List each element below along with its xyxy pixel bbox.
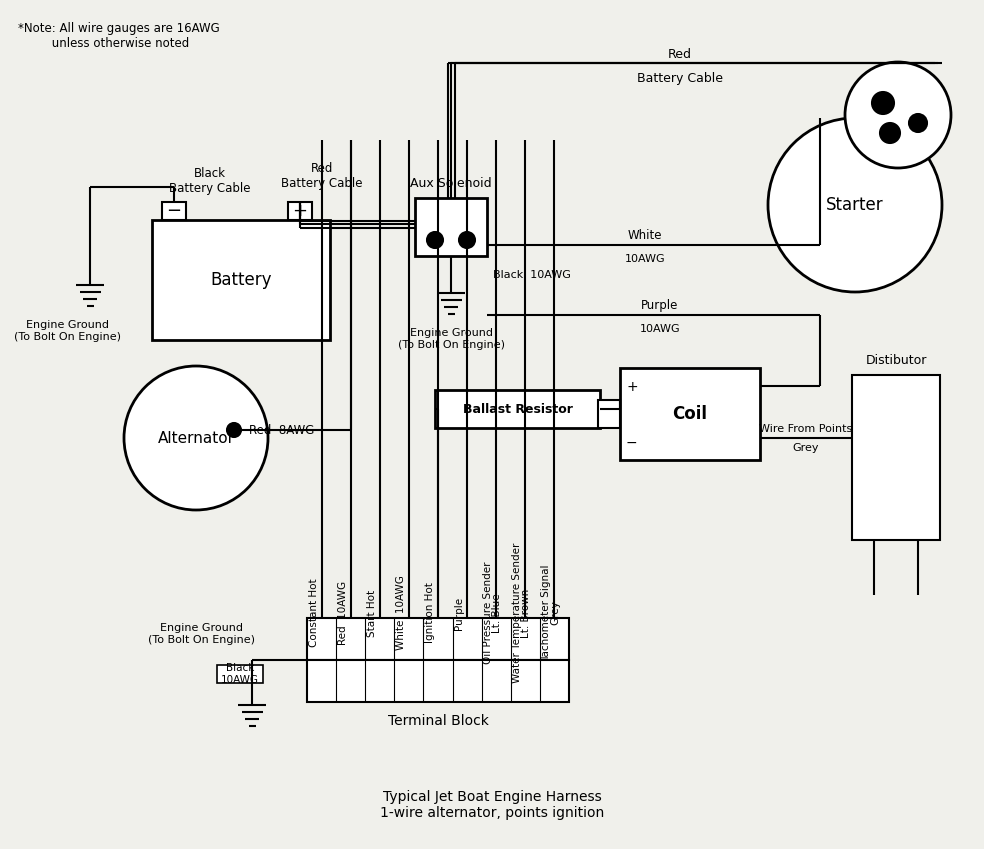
Text: Tachometer Signal: Tachometer Signal [541, 565, 551, 661]
Bar [152, 220, 330, 340]
Bar [415, 198, 487, 256]
Bar [162, 202, 186, 220]
Bar [288, 202, 312, 220]
Circle shape [427, 232, 443, 248]
Text: Ignition Hot: Ignition Hot [425, 582, 435, 644]
Text: Red: Red [668, 48, 692, 61]
Text: 10AWG: 10AWG [625, 254, 665, 264]
Bar [598, 400, 620, 428]
Text: Oil Pressure Sender: Oil Pressure Sender [483, 562, 493, 664]
Text: Black
Battery Cable: Black Battery Cable [169, 167, 251, 195]
Text: +: + [292, 202, 308, 220]
Text: Engine Ground
(To Bolt On Engine): Engine Ground (To Bolt On Engine) [149, 623, 256, 645]
Text: Black  10AWG: Black 10AWG [493, 270, 571, 280]
Bar [307, 618, 569, 660]
Text: −: − [626, 436, 638, 450]
Circle shape [459, 232, 475, 248]
Text: Red  10AWG: Red 10AWG [338, 581, 347, 645]
Text: 10AWG: 10AWG [640, 324, 680, 334]
Text: White: White [628, 229, 662, 242]
Text: −: − [166, 202, 182, 220]
Text: Engine Ground
(To Bolt On Engine): Engine Ground (To Bolt On Engine) [398, 328, 505, 350]
Circle shape [768, 118, 942, 292]
Text: Water Temperature Sender: Water Temperature Sender [513, 543, 523, 683]
Text: Red  8AWG: Red 8AWG [249, 424, 314, 436]
Text: Start Hot: Start Hot [367, 589, 377, 637]
Text: Battery Cable: Battery Cable [637, 72, 723, 85]
Text: Lt. Blue: Lt. Blue [492, 593, 502, 633]
Text: Aux Solenoid: Aux Solenoid [410, 177, 492, 190]
Bar [435, 390, 600, 428]
Text: White  10AWG: White 10AWG [396, 576, 405, 650]
Text: Grey: Grey [550, 600, 561, 626]
Text: +: + [626, 380, 638, 394]
Circle shape [872, 92, 894, 114]
Text: Starter: Starter [827, 196, 884, 214]
Bar [620, 368, 760, 460]
Text: Grey: Grey [793, 443, 820, 453]
Text: Coil: Coil [672, 405, 707, 423]
Circle shape [227, 423, 241, 437]
Bar [852, 375, 940, 540]
Text: Wire From Points: Wire From Points [760, 424, 852, 434]
Text: Distibutor: Distibutor [865, 354, 927, 367]
Circle shape [124, 366, 268, 510]
Circle shape [880, 123, 900, 143]
Text: Lt. Brown: Lt. Brown [522, 588, 531, 638]
Text: Alternator: Alternator [157, 430, 234, 446]
Text: *Note: All wire gauges are 16AWG: *Note: All wire gauges are 16AWG [18, 22, 219, 35]
Text: Terminal Block: Terminal Block [388, 714, 488, 728]
Text: Engine Ground
(To Bolt On Engine): Engine Ground (To Bolt On Engine) [15, 320, 121, 341]
Bar [217, 665, 263, 683]
Text: unless otherwise noted: unless otherwise noted [18, 37, 189, 50]
Text: Black
10AWG: Black 10AWG [221, 663, 259, 685]
Text: Purple: Purple [642, 299, 679, 312]
Bar [307, 660, 569, 702]
Text: Red
Battery Cable: Red Battery Cable [281, 162, 363, 190]
Text: Typical Jet Boat Engine Harness
1-wire alternator, points ignition: Typical Jet Boat Engine Harness 1-wire a… [380, 790, 604, 820]
Text: S: S [887, 132, 893, 142]
Text: Ballast Resistor: Ballast Resistor [462, 402, 573, 415]
Circle shape [845, 62, 951, 168]
Text: Battery: Battery [211, 271, 272, 289]
Text: Constant Hot: Constant Hot [309, 579, 319, 647]
Text: R: R [920, 119, 928, 129]
Text: Purple: Purple [454, 597, 464, 630]
Circle shape [909, 114, 927, 132]
